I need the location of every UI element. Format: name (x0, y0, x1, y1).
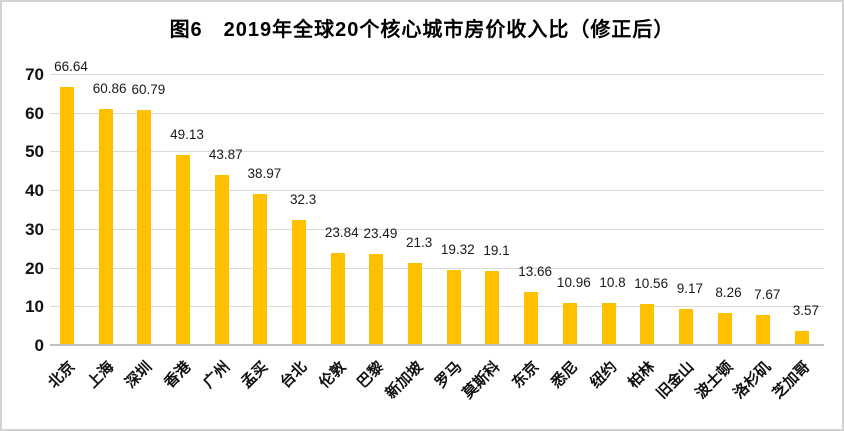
bar-12 (485, 271, 500, 344)
bar-value-label: 13.66 (518, 264, 553, 280)
bar-1 (60, 87, 74, 344)
gridline (50, 228, 824, 230)
gridline (50, 74, 824, 75)
bar-16 (640, 304, 655, 344)
y-axis-tick-label: 40 (25, 181, 44, 201)
y-axis-tick-label: 30 (25, 219, 44, 239)
x-axis-tick-label: 北京 (45, 358, 79, 392)
bar-7 (292, 219, 307, 344)
bar-18 (717, 313, 732, 344)
bar-value-label: 66.64 (54, 59, 88, 74)
bar-8 (330, 252, 345, 344)
y-axis-tick-label: 50 (25, 142, 44, 162)
bar-value-label: 21.3 (405, 234, 433, 250)
gridline (50, 112, 824, 114)
x-axis-tick-label: 上海 (83, 358, 118, 392)
x-axis-tick-label: 广州 (199, 358, 234, 392)
bar-20 (794, 331, 809, 344)
bar-17 (678, 309, 693, 344)
x-axis-tick-label: 莫斯科 (459, 358, 504, 403)
bar-19 (756, 315, 771, 344)
bar-value-label: 23.49 (363, 226, 398, 242)
y-axis-tick-label: 70 (25, 65, 44, 84)
bar-value-label: 10.56 (634, 276, 669, 292)
bar-value-label: 32.3 (289, 191, 317, 207)
x-axis-tick-label: 东京 (509, 358, 543, 392)
bar-value-label: 23.84 (324, 224, 359, 240)
x-axis-tick-label: 新加坡 (382, 358, 427, 403)
bar-13 (524, 292, 539, 344)
x-axis-line (50, 344, 824, 346)
gridline (50, 306, 824, 308)
x-axis-tick-label: 纽约 (586, 358, 620, 392)
bar-value-label: 10.8 (599, 275, 626, 291)
x-axis-tick-label: 芝加哥 (769, 358, 814, 403)
bar-11 (446, 270, 461, 344)
x-axis-tick-label: 旧金山 (653, 358, 698, 403)
bar-value-label: 9.17 (676, 281, 704, 297)
x-axis-tick-label: 柏林 (625, 358, 659, 392)
bar-6 (253, 194, 268, 344)
bar-value-label: 60.86 (92, 81, 127, 97)
bar-value-label: 49.13 (170, 126, 204, 142)
x-axis-tick-label: 台北 (277, 358, 311, 392)
bar-value-label: 3.57 (792, 303, 820, 319)
bar-10 (408, 262, 423, 344)
x-axis-tick-label: 巴黎 (354, 358, 388, 392)
x-axis-tick-label: 孟买 (238, 358, 272, 392)
x-axis-tick-label: 深圳 (122, 358, 156, 392)
bar-value-label: 10.96 (556, 274, 591, 290)
bar-3 (137, 109, 152, 344)
bar-value-label: 60.79 (131, 81, 166, 97)
bar-5 (214, 175, 229, 344)
bar-4 (176, 154, 191, 344)
y-axis-tick-label: 20 (25, 258, 44, 278)
gridline (50, 267, 824, 269)
gridline (50, 190, 824, 192)
chart-title: 图6 2019年全球20个核心城市房价收入比（修正后） (169, 19, 675, 41)
y-axis-tick-label: 10 (25, 297, 44, 317)
bar-2 (98, 109, 113, 344)
y-axis-tick-label: 0 (34, 336, 44, 355)
x-axis-tick-label: 波士顿 (692, 358, 736, 403)
bar-9 (369, 254, 384, 344)
bar-value-label: 8.26 (715, 285, 742, 301)
gridline (50, 151, 824, 153)
bar-value-label: 19.1 (483, 243, 510, 259)
x-axis-tick-label: 罗马 (431, 358, 466, 392)
bar-value-label: 43.87 (208, 147, 243, 163)
x-axis-tick-label: 香港 (161, 358, 195, 392)
bar-value-label: 38.97 (247, 166, 282, 182)
y-axis-tick-label: 60 (25, 103, 44, 123)
x-axis-tick-label: 洛杉矶 (730, 358, 775, 403)
bar-14 (562, 302, 577, 344)
bar-value-label: 19.32 (440, 242, 475, 258)
x-axis-tick-label: 悉尼 (547, 358, 582, 392)
bar-value-label: 7.67 (754, 287, 781, 303)
x-axis-tick-label: 伦敦 (315, 358, 350, 392)
bar-15 (601, 303, 616, 344)
